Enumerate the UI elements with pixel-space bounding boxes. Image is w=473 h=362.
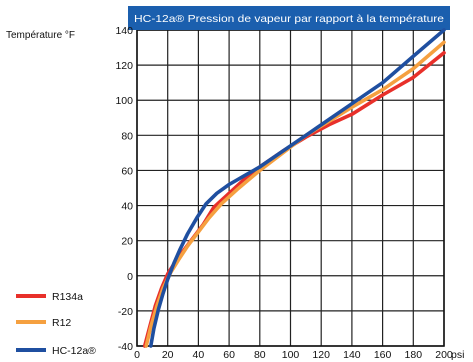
legend-label: HC-12a® <box>52 345 96 357</box>
y-tick-label: 120 <box>115 60 133 72</box>
x-tick-label: 100 <box>282 349 300 361</box>
x-tick-label: 160 <box>374 349 392 361</box>
y-tick-label: -40 <box>118 341 133 353</box>
x-tick-labels: 0 20 40 60 80 100 120 140 160 180 200 <box>134 349 453 361</box>
chart-title: HC-12a® Pression de vapeur par rapport à… <box>134 13 444 25</box>
y-tick-label: 80 <box>121 130 133 142</box>
y-tick-label: 60 <box>121 165 133 177</box>
series-line-2 <box>149 28 446 348</box>
x-tick-label: 120 <box>312 349 330 361</box>
x-tick-label: 20 <box>162 349 174 361</box>
y-tick-label: 20 <box>121 236 133 248</box>
x-tick-label: 180 <box>405 349 423 361</box>
legend-label: R12 <box>52 317 71 329</box>
y-tick-label: 100 <box>115 95 133 107</box>
grid <box>136 29 445 347</box>
y-axis-label: Température °F <box>6 30 75 41</box>
x-tick-label: 80 <box>254 349 266 361</box>
y-tick-label: 0 <box>127 271 133 283</box>
series-lines <box>142 28 446 348</box>
y-tick-label: 140 <box>115 25 133 37</box>
x-tick-label: 0 <box>134 349 140 361</box>
x-tick-label: 40 <box>193 349 205 361</box>
legend-label: R134a <box>52 291 83 303</box>
y-tick-labels: -40 -20 0 20 40 60 80 100 120 140 <box>115 25 133 353</box>
legend: R134a R12 HC-12a® <box>16 291 96 357</box>
y-tick-label: 40 <box>121 201 133 213</box>
x-tick-label: 140 <box>343 349 361 361</box>
x-tick-label: 60 <box>223 349 235 361</box>
title-bar <box>128 6 450 30</box>
x-tick-label: 200 <box>435 349 453 361</box>
x-axis-unit: psi <box>451 349 464 361</box>
y-tick-label: -20 <box>118 306 133 318</box>
